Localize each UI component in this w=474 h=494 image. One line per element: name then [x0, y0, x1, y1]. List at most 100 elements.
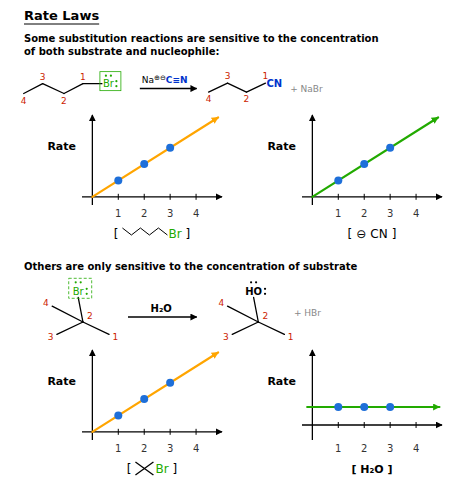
x-tick-label: 3	[387, 208, 393, 219]
figure: Rate Laws Some substitution reactions are…	[0, 0, 474, 494]
lone-pair-dot	[250, 281, 252, 283]
data-point	[140, 160, 148, 168]
data-point	[334, 176, 342, 184]
x-label-part: [	[114, 227, 119, 241]
data-layer	[92, 352, 218, 431]
annotation: 2	[87, 311, 93, 321]
lone-pair-dot	[264, 293, 266, 295]
annotation: 3	[48, 332, 54, 342]
y-label: Rate	[47, 375, 76, 388]
trend-line	[307, 406, 439, 408]
structure-bond	[140, 228, 149, 235]
x-tick	[390, 422, 391, 428]
data-point	[360, 160, 368, 168]
annotation: Br	[73, 286, 85, 297]
bond	[57, 322, 83, 334]
lone-pair-dot	[86, 288, 88, 290]
reagent-part: C≡N	[166, 75, 188, 85]
x-label-part: Br	[168, 227, 181, 241]
trend-line	[312, 117, 438, 196]
trend-line	[92, 352, 218, 431]
x-label-part: [	[348, 227, 353, 241]
lone-pair-dot	[115, 85, 117, 87]
plot: 1234	[82, 115, 222, 219]
x-tick-label: 3	[387, 443, 393, 454]
annotation: H₂O	[151, 303, 172, 314]
annotation: + HBr	[294, 308, 321, 318]
structure-bond	[135, 462, 153, 475]
title: Rate Laws	[24, 8, 99, 23]
bond	[24, 84, 43, 94]
leaving-group-box	[69, 278, 92, 298]
y-axis	[312, 115, 313, 205]
leaving-group-box	[100, 72, 121, 91]
annotation: CN	[266, 78, 282, 89]
lone-pair-dot	[86, 293, 88, 295]
subtitle-line: Others are only sensitive to the concent…	[24, 261, 357, 272]
data-point	[114, 176, 122, 184]
x-axis	[82, 431, 222, 432]
plot: 1234	[302, 350, 442, 454]
structure-bond	[135, 462, 153, 475]
x-tick-label: 2	[141, 208, 147, 219]
bond	[83, 83, 102, 84]
title-underline	[24, 24, 99, 25]
bond	[43, 84, 64, 94]
x-label-part: ]	[186, 227, 191, 241]
annotation: 2	[61, 96, 67, 106]
annotation: 4	[206, 94, 212, 104]
structure-bond	[158, 228, 167, 235]
lone-pair-dot	[80, 281, 82, 283]
x-tick-label: 1	[335, 208, 341, 219]
data-point	[334, 403, 342, 411]
x-axis	[82, 196, 222, 197]
annotation: 3	[225, 71, 231, 81]
subtitle-line: Some substitution reactions are sensitiv…	[24, 33, 379, 44]
annotation: 4	[21, 96, 27, 106]
x-label-part: [	[127, 462, 132, 476]
data-point	[166, 379, 174, 387]
y-label: Rate	[267, 140, 296, 153]
x-label: [ H₂O ]	[351, 463, 392, 476]
data-layer	[92, 117, 218, 196]
plot: 1234	[302, 115, 442, 219]
bond	[83, 322, 109, 334]
data-point	[360, 403, 368, 411]
annotation: + NaBr	[290, 84, 323, 94]
subtitle: Others are only sensitive to the concent…	[24, 261, 357, 272]
bond	[232, 322, 258, 334]
bond	[78, 297, 83, 322]
x-label-part: CN	[370, 227, 387, 241]
x-tick	[416, 422, 417, 428]
data-point	[114, 411, 122, 419]
y-axis	[92, 350, 93, 440]
x-tick-label: 1	[115, 443, 121, 454]
x-tick	[338, 194, 339, 200]
reaction-arrow	[140, 88, 197, 90]
subtitle-line: of both substrate and nucleophile:	[24, 46, 219, 57]
bond	[246, 83, 265, 92]
reagent: Na⊕⊖C≡N	[142, 74, 188, 85]
x-label-part: ]	[173, 462, 178, 476]
y-label: Rate	[47, 140, 76, 153]
x-tick-label: 2	[361, 443, 367, 454]
x-tick	[338, 422, 339, 428]
x-label-part: Br	[155, 462, 168, 476]
annotation: 2	[244, 94, 250, 104]
y-axis	[312, 350, 313, 440]
data-layer	[312, 117, 438, 196]
x-tick-label: 2	[141, 443, 147, 454]
lone-pair-dot	[105, 75, 107, 77]
lone-pair-dot	[110, 75, 112, 77]
x-tick	[196, 194, 197, 200]
x-label: [ Br]	[127, 462, 178, 476]
x-tick	[144, 194, 145, 200]
bond	[258, 322, 284, 334]
annotation: 4	[218, 298, 224, 308]
x-axis	[302, 196, 442, 197]
x-tick	[416, 194, 417, 200]
data-point	[386, 144, 394, 152]
y-label: Rate	[267, 375, 296, 388]
bond	[209, 83, 228, 92]
annotation: 3	[223, 332, 229, 342]
